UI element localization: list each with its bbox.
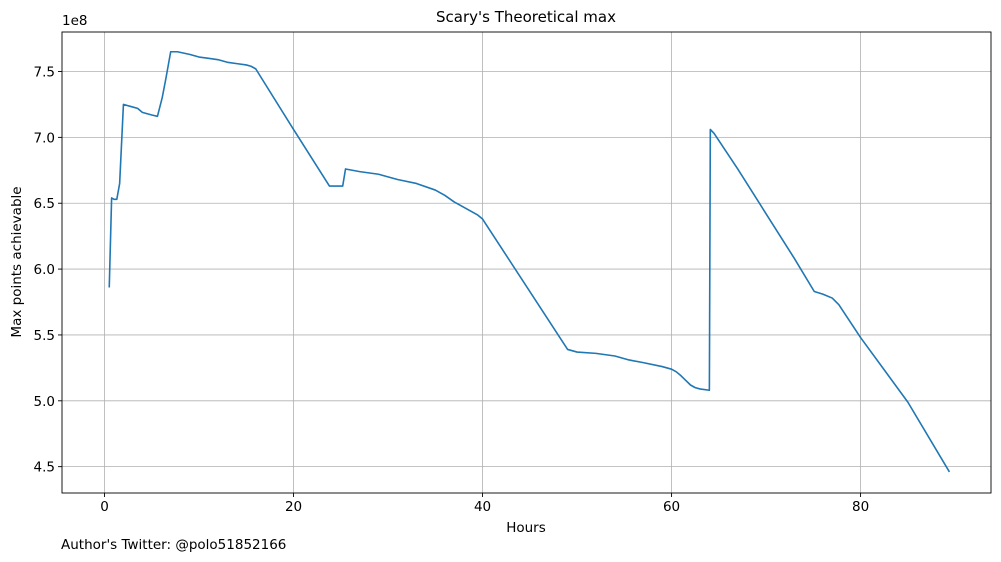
grid-layer	[62, 32, 991, 493]
series-line	[108, 50, 951, 473]
y-tick-label: 4.5	[34, 460, 55, 476]
plot-frame	[61, 31, 992, 494]
x-tick-label: 20	[285, 499, 302, 515]
y-tick-label: 6.0	[34, 262, 55, 278]
x-tick-label: 60	[663, 499, 680, 515]
y-offset-label: 1e8	[62, 13, 87, 29]
y-tick-label: 7.5	[34, 65, 55, 81]
x-tick-label: 80	[852, 499, 869, 515]
y-tick-label: 6.5	[34, 196, 55, 212]
y-tick-label: 5.0	[34, 394, 55, 410]
x-tick-label: 40	[474, 499, 491, 515]
chart-title: Scary's Theoretical max	[436, 8, 616, 26]
author-twitter-note: Author's Twitter: @polo51852166	[61, 537, 287, 553]
y-axis-label: Max points achievable	[9, 186, 25, 337]
tick-layer: 0 20 40 60 80 4.5 5.0 5.5 6.0 6.5 7.0 7.5	[34, 65, 870, 515]
y-tick-label: 7.0	[34, 130, 55, 146]
y-tick-label: 5.5	[34, 328, 55, 344]
x-axis-label: Hours	[506, 520, 546, 536]
x-tick-label: 0	[100, 499, 109, 515]
